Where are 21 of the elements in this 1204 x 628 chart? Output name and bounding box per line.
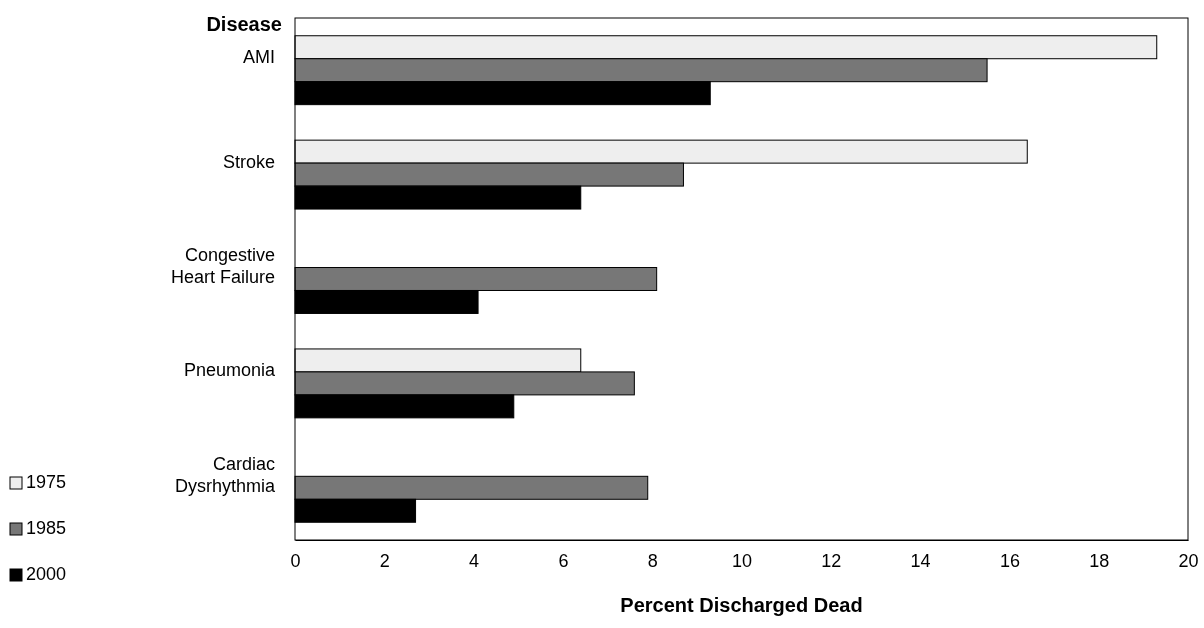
- x-tick-label: 8: [647, 550, 658, 571]
- y-tick-label: Pneumonia: [183, 360, 276, 381]
- x-tick-label: 2: [379, 550, 390, 571]
- x-tick-label: 18: [1089, 550, 1110, 571]
- legend-label: 2000: [26, 563, 67, 584]
- x-tick-label: 12: [821, 550, 842, 571]
- y-tick-label: Stroke: [222, 151, 275, 172]
- y-tick-label: Cardiac Dysrhythmia: [174, 453, 276, 496]
- legend-label: 1985: [26, 517, 67, 538]
- x-axis-title: Percent Discharged Dead: [620, 594, 863, 616]
- x-tick-label: 6: [558, 550, 569, 571]
- x-tick-label: 20: [1178, 550, 1199, 571]
- y-tick-label: Congestive Heart Failure: [170, 244, 275, 287]
- y-tick-label: AMI: [242, 46, 275, 67]
- x-tick-label: 10: [731, 550, 753, 571]
- x-tick-label: 0: [290, 550, 301, 571]
- x-tick-label: 4: [469, 550, 480, 571]
- legend-label: 1975: [26, 471, 67, 492]
- y-axis-title: Disease: [206, 13, 282, 35]
- x-tick-label: 16: [999, 550, 1020, 571]
- x-tick-label: 14: [910, 550, 931, 571]
